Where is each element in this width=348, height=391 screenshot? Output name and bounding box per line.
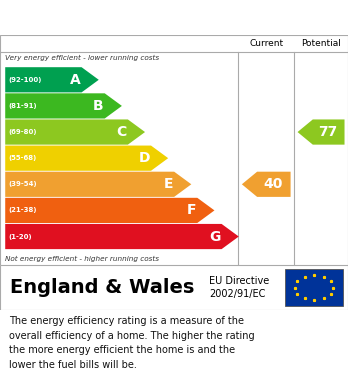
Polygon shape — [298, 119, 345, 145]
Text: (1-20): (1-20) — [8, 233, 32, 240]
Text: E: E — [164, 177, 173, 191]
Polygon shape — [5, 67, 99, 92]
Text: (39-54): (39-54) — [8, 181, 37, 187]
Text: EU Directive
2002/91/EC: EU Directive 2002/91/EC — [209, 276, 269, 299]
Text: (55-68): (55-68) — [8, 155, 36, 161]
Polygon shape — [5, 119, 145, 145]
Text: G: G — [209, 230, 221, 244]
Text: Very energy efficient - lower running costs: Very energy efficient - lower running co… — [5, 55, 159, 61]
Text: (69-80): (69-80) — [8, 129, 37, 135]
Text: 77: 77 — [318, 125, 338, 139]
Text: (21-38): (21-38) — [8, 207, 37, 213]
Text: Energy Efficiency Rating: Energy Efficiency Rating — [9, 10, 230, 25]
Polygon shape — [5, 93, 122, 118]
Polygon shape — [5, 224, 239, 249]
Text: C: C — [117, 125, 127, 139]
Text: B: B — [93, 99, 104, 113]
Text: Not energy efficient - higher running costs: Not energy efficient - higher running co… — [5, 256, 159, 262]
Polygon shape — [5, 145, 168, 171]
Polygon shape — [5, 198, 214, 223]
Text: (92-100): (92-100) — [8, 77, 41, 83]
Bar — [285, 269, 343, 307]
Text: Current: Current — [249, 39, 283, 48]
Polygon shape — [5, 172, 191, 197]
Text: Potential: Potential — [301, 39, 341, 48]
Text: 40: 40 — [263, 177, 283, 191]
Polygon shape — [242, 172, 291, 197]
Text: The energy efficiency rating is a measure of the
overall efficiency of a home. T: The energy efficiency rating is a measur… — [9, 316, 254, 369]
Text: A: A — [70, 73, 80, 87]
Text: (81-91): (81-91) — [8, 103, 37, 109]
Text: F: F — [187, 203, 196, 217]
Text: England & Wales: England & Wales — [10, 278, 195, 297]
Text: D: D — [139, 151, 150, 165]
